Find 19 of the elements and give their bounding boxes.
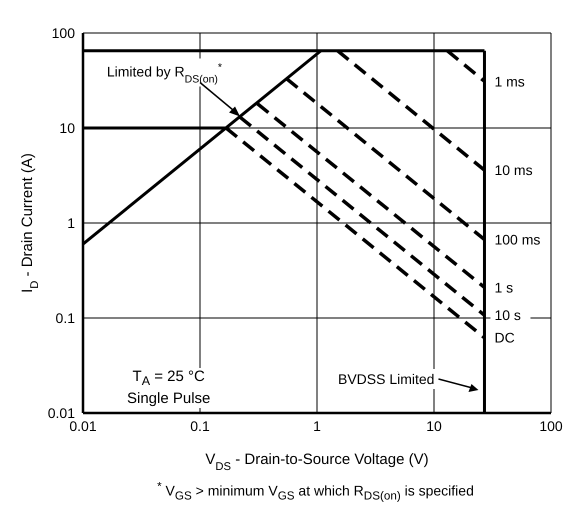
y-tick-label: 10 bbox=[59, 120, 76, 136]
series-label: 10 s bbox=[494, 307, 521, 324]
x-tick-label: 0.1 bbox=[190, 418, 210, 434]
x-axis-title: V$_{DS}$ - Drain-to-Source Voltage (V) bbox=[205, 451, 429, 473]
series-label: 100 ms bbox=[494, 232, 540, 248]
series-label: DC bbox=[494, 330, 515, 346]
annotation: Single Pulse bbox=[127, 390, 210, 408]
legend-label: BVDSS Limited bbox=[338, 371, 434, 387]
series-label: 10 ms bbox=[494, 162, 533, 178]
series-label: 1 ms bbox=[494, 73, 525, 90]
y-tick-label: 100 bbox=[52, 24, 76, 41]
x-tick-label: 10 bbox=[426, 418, 442, 434]
y-tick-label: 1 bbox=[67, 214, 76, 231]
text: $^{*}$ V$_{GS}$ > minimum V$_{GS}$ at which R$_{DS(on)}$ is specified bbox=[156, 480, 475, 502]
series-label: 1 s bbox=[494, 279, 514, 296]
y-tick-label: 0.1 bbox=[56, 310, 76, 326]
annotation: T$_{A}$ = 25 °C bbox=[132, 368, 206, 390]
x-tick-label: 100 bbox=[539, 418, 563, 434]
x-tick-label: 1 bbox=[313, 418, 322, 434]
